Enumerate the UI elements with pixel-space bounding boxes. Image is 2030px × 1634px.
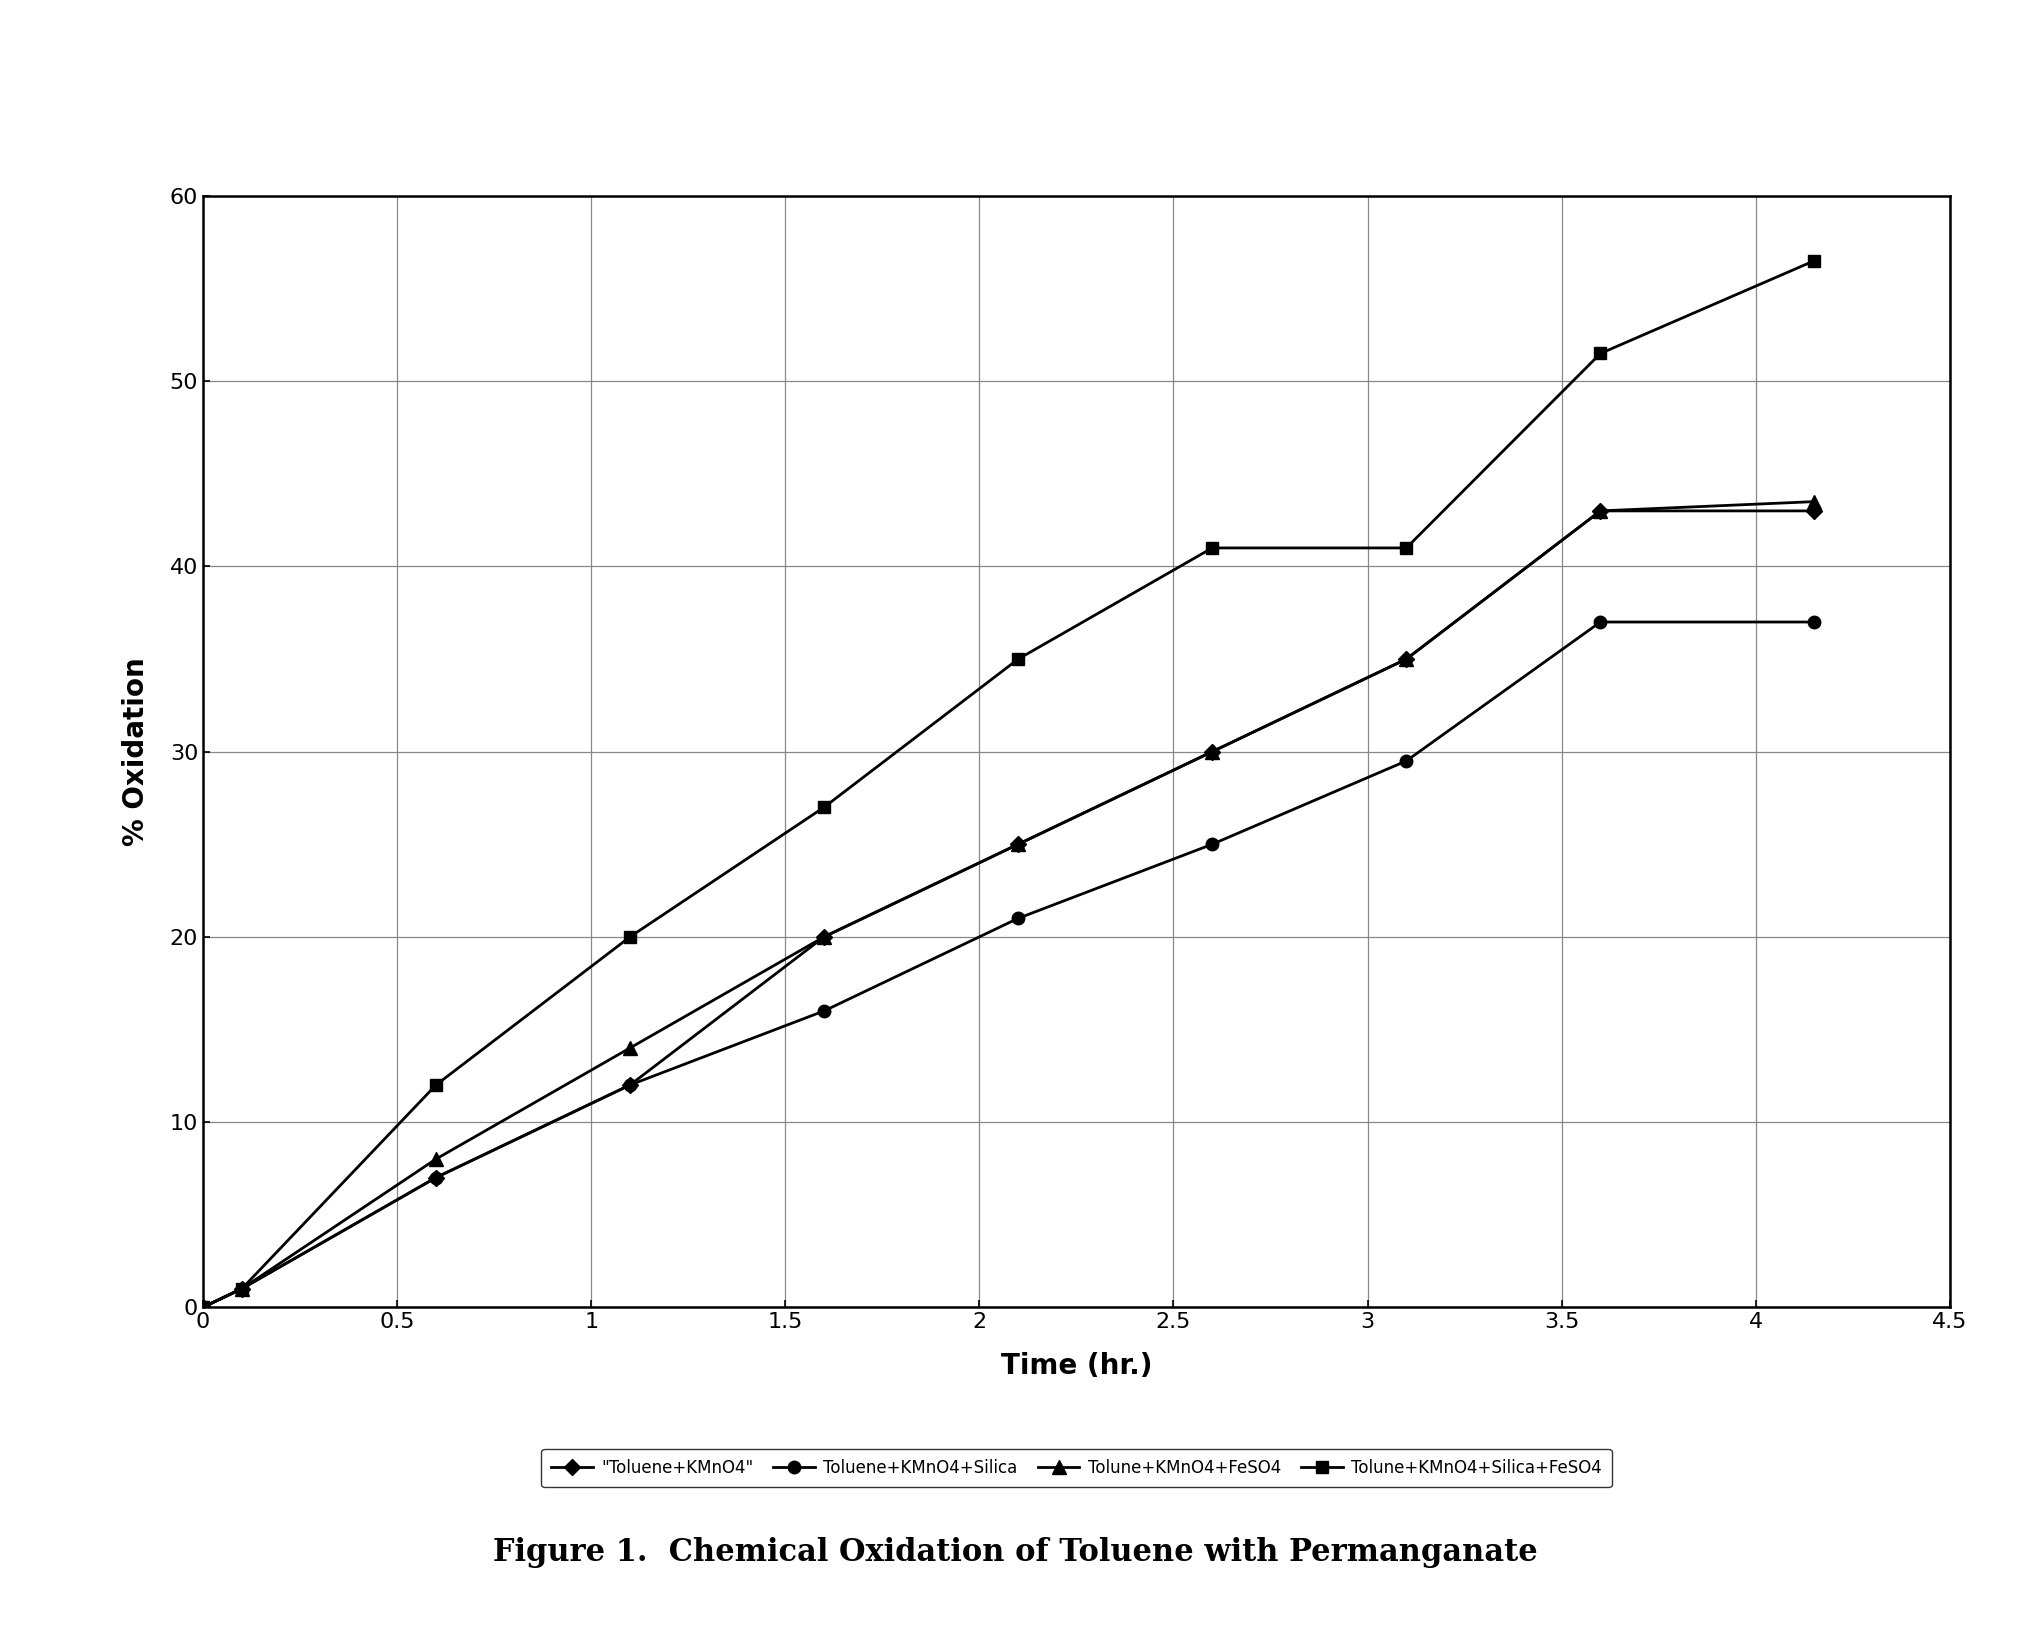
Toluene+KMnO4+Silica <box>1587 613 1612 632</box>
Toluene+KMnO4+Silica <box>191 1297 215 1317</box>
"Toluene+KMnO4" <box>424 1168 449 1188</box>
Line: "Toluene+KMnO4": "Toluene+KMnO4" <box>197 505 1819 1312</box>
Tolune+KMnO4+FeSO4 <box>229 1279 254 1299</box>
Toluene+KMnO4+Silica <box>1393 752 1417 771</box>
Toluene+KMnO4+Silica <box>424 1168 449 1188</box>
Toluene+KMnO4+Silica <box>1200 835 1224 855</box>
Tolune+KMnO4+Silica+FeSO4 <box>191 1297 215 1317</box>
Tolune+KMnO4+FeSO4 <box>1005 835 1029 855</box>
Tolune+KMnO4+FeSO4 <box>1801 492 1825 511</box>
Tolune+KMnO4+FeSO4 <box>424 1149 449 1168</box>
Tolune+KMnO4+Silica+FeSO4 <box>1587 343 1612 363</box>
Tolune+KMnO4+FeSO4 <box>812 926 836 946</box>
Y-axis label: % Oxidation: % Oxidation <box>122 657 150 846</box>
"Toluene+KMnO4" <box>191 1297 215 1317</box>
"Toluene+KMnO4" <box>229 1279 254 1299</box>
Tolune+KMnO4+Silica+FeSO4 <box>812 797 836 817</box>
Toluene+KMnO4+Silica <box>617 1075 641 1095</box>
"Toluene+KMnO4" <box>617 1075 641 1095</box>
"Toluene+KMnO4" <box>1801 502 1825 521</box>
Line: Toluene+KMnO4+Silica: Toluene+KMnO4+Silica <box>197 616 1819 1314</box>
Tolune+KMnO4+Silica+FeSO4 <box>1200 538 1224 557</box>
"Toluene+KMnO4" <box>1587 502 1612 521</box>
"Toluene+KMnO4" <box>1393 649 1417 668</box>
"Toluene+KMnO4" <box>1200 742 1224 761</box>
Tolune+KMnO4+FeSO4 <box>191 1297 215 1317</box>
Tolune+KMnO4+Silica+FeSO4 <box>1801 252 1825 271</box>
Tolune+KMnO4+Silica+FeSO4 <box>617 926 641 946</box>
Tolune+KMnO4+FeSO4 <box>1587 502 1612 521</box>
Toluene+KMnO4+Silica <box>1801 613 1825 632</box>
Tolune+KMnO4+Silica+FeSO4 <box>424 1075 449 1095</box>
Line: Tolune+KMnO4+Silica+FeSO4: Tolune+KMnO4+Silica+FeSO4 <box>197 255 1819 1314</box>
Legend: "Toluene+KMnO4", Toluene+KMnO4+Silica, Tolune+KMnO4+FeSO4, Tolune+KMnO4+Silica+F: "Toluene+KMnO4", Toluene+KMnO4+Silica, T… <box>540 1449 1612 1487</box>
Tolune+KMnO4+Silica+FeSO4 <box>1393 538 1417 557</box>
Toluene+KMnO4+Silica <box>812 1002 836 1021</box>
Tolune+KMnO4+Silica+FeSO4 <box>1005 649 1029 668</box>
"Toluene+KMnO4" <box>812 926 836 946</box>
Tolune+KMnO4+Silica+FeSO4 <box>229 1279 254 1299</box>
X-axis label: Time (hr.): Time (hr.) <box>1001 1351 1151 1379</box>
Tolune+KMnO4+FeSO4 <box>1393 649 1417 668</box>
Tolune+KMnO4+FeSO4 <box>1200 742 1224 761</box>
Toluene+KMnO4+Silica <box>229 1279 254 1299</box>
Tolune+KMnO4+FeSO4 <box>617 1038 641 1057</box>
Line: Tolune+KMnO4+FeSO4: Tolune+KMnO4+FeSO4 <box>197 495 1821 1314</box>
Text: Figure 1.  Chemical Oxidation of Toluene with Permanganate: Figure 1. Chemical Oxidation of Toluene … <box>493 1538 1537 1567</box>
"Toluene+KMnO4" <box>1005 835 1029 855</box>
Toluene+KMnO4+Silica <box>1005 909 1029 928</box>
